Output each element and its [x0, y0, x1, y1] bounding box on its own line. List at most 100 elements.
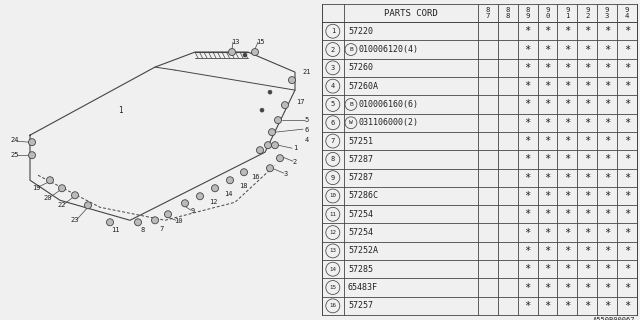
Circle shape [29, 152, 35, 159]
Circle shape [152, 217, 159, 224]
Text: 9: 9 [191, 208, 195, 214]
Text: 17: 17 [296, 99, 304, 105]
Text: 7: 7 [331, 138, 335, 144]
Text: 8: 8 [141, 227, 145, 233]
Text: 5: 5 [305, 117, 309, 123]
Circle shape [243, 53, 247, 57]
Text: *: * [524, 283, 531, 292]
Text: *: * [624, 136, 630, 146]
Text: *: * [584, 44, 590, 54]
Text: *: * [524, 228, 531, 238]
Circle shape [84, 202, 92, 209]
Text: 9
2: 9 2 [585, 7, 589, 19]
Text: 8: 8 [331, 156, 335, 162]
Text: 10: 10 [173, 218, 182, 224]
Text: *: * [604, 301, 611, 311]
Text: *: * [604, 283, 611, 292]
Circle shape [211, 185, 218, 192]
Text: 14: 14 [330, 267, 337, 272]
Circle shape [257, 147, 264, 154]
Text: *: * [564, 63, 570, 73]
Circle shape [269, 129, 275, 136]
Text: *: * [584, 118, 590, 128]
Text: *: * [564, 191, 570, 201]
Text: 19: 19 [32, 185, 40, 191]
Text: 14: 14 [224, 191, 232, 197]
Circle shape [266, 165, 273, 172]
Text: 16: 16 [251, 174, 259, 180]
Text: *: * [624, 301, 630, 311]
Text: *: * [604, 136, 611, 146]
Text: *: * [604, 228, 611, 238]
Text: 57287: 57287 [348, 173, 373, 182]
Text: 7: 7 [160, 226, 164, 232]
Text: *: * [564, 118, 570, 128]
Text: 57285: 57285 [348, 265, 373, 274]
Text: *: * [604, 63, 611, 73]
Text: *: * [524, 246, 531, 256]
Text: 13: 13 [330, 248, 337, 253]
Text: *: * [524, 81, 531, 91]
Text: 6: 6 [305, 127, 309, 133]
Text: 13: 13 [231, 39, 239, 45]
Text: A550B00067: A550B00067 [593, 317, 635, 320]
Text: 9: 9 [331, 175, 335, 181]
Text: 21: 21 [303, 69, 311, 75]
Text: 010006160(6): 010006160(6) [358, 100, 419, 109]
Text: *: * [564, 136, 570, 146]
Text: *: * [624, 26, 630, 36]
Text: *: * [584, 136, 590, 146]
Text: *: * [584, 264, 590, 274]
Text: *: * [524, 301, 531, 311]
Text: *: * [624, 228, 630, 238]
Text: *: * [545, 100, 550, 109]
Text: 9
4: 9 4 [625, 7, 629, 19]
Text: *: * [524, 264, 531, 274]
Text: *: * [524, 154, 531, 164]
Text: 1: 1 [331, 28, 335, 34]
Circle shape [164, 211, 172, 218]
Text: *: * [524, 118, 531, 128]
Circle shape [182, 200, 189, 207]
Text: W: W [349, 120, 353, 125]
Text: *: * [624, 44, 630, 54]
Text: 18: 18 [239, 183, 247, 189]
Text: 3: 3 [331, 65, 335, 71]
Text: *: * [584, 154, 590, 164]
Text: 22: 22 [58, 202, 67, 208]
Text: *: * [524, 173, 531, 183]
Text: *: * [545, 63, 550, 73]
Text: 8
7: 8 7 [486, 7, 490, 19]
Text: *: * [624, 209, 630, 219]
Text: *: * [545, 154, 550, 164]
Text: *: * [624, 173, 630, 183]
Circle shape [275, 117, 282, 124]
Text: *: * [545, 209, 550, 219]
Text: 9
1: 9 1 [565, 7, 570, 19]
Text: 4: 4 [305, 137, 309, 143]
Text: 12: 12 [330, 230, 337, 235]
Circle shape [196, 193, 204, 200]
Text: PARTS CORD: PARTS CORD [384, 9, 438, 18]
Text: 5: 5 [331, 101, 335, 108]
Text: *: * [604, 209, 611, 219]
Circle shape [260, 108, 264, 112]
Text: *: * [564, 283, 570, 292]
Circle shape [268, 90, 272, 94]
Text: 16: 16 [330, 303, 337, 308]
Text: *: * [524, 26, 531, 36]
Text: *: * [604, 118, 611, 128]
Text: *: * [545, 191, 550, 201]
Circle shape [228, 49, 236, 56]
Text: 2: 2 [293, 159, 297, 165]
Text: *: * [545, 246, 550, 256]
Text: *: * [545, 118, 550, 128]
Text: *: * [624, 154, 630, 164]
Text: *: * [545, 283, 550, 292]
Text: 8
9: 8 9 [525, 7, 530, 19]
Text: B: B [349, 47, 353, 52]
Text: 8
8: 8 8 [506, 7, 510, 19]
Text: *: * [524, 44, 531, 54]
Text: 57220: 57220 [348, 27, 373, 36]
Text: *: * [624, 283, 630, 292]
